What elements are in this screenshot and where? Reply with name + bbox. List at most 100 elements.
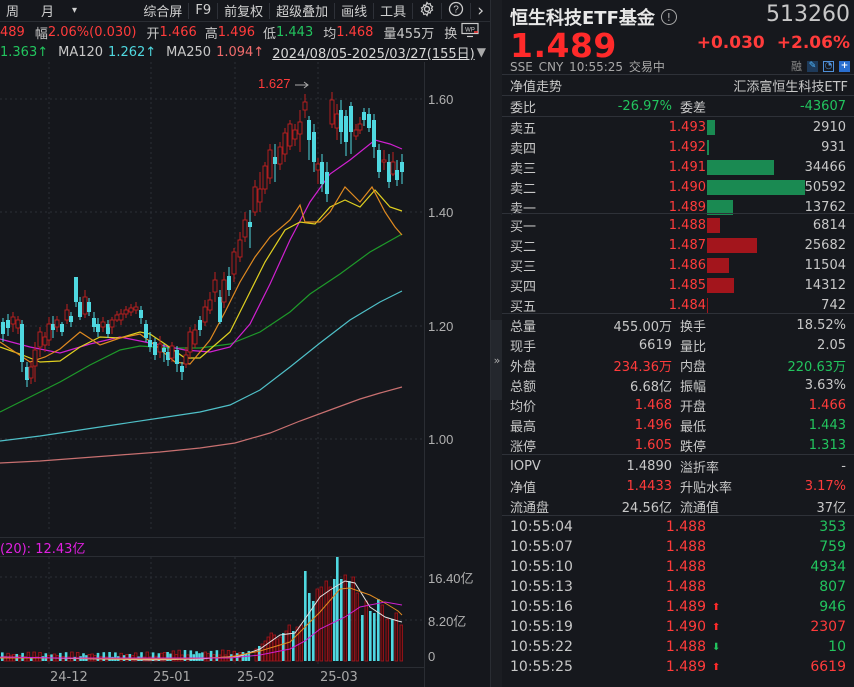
period-more-dropdown[interactable]: ▾ bbox=[68, 5, 81, 16]
gear-icon[interactable] bbox=[415, 1, 439, 21]
bid-volume: 6814 bbox=[813, 218, 846, 233]
ma250-label: MA250 bbox=[166, 45, 211, 60]
toolbar-f9[interactable]: F9 bbox=[191, 3, 215, 18]
bid-level-row[interactable]: 买五 1.484 742 bbox=[502, 295, 854, 315]
ask-volume: 931 bbox=[821, 140, 846, 155]
help-icon[interactable]: ? bbox=[444, 1, 468, 21]
bid-level-label: 买四 bbox=[510, 276, 536, 295]
panel-splitter[interactable]: » bbox=[490, 0, 502, 687]
moving-average-row: 1.363↑ MA120 1.262↑ MA250 1.094↑ 2024/08… bbox=[0, 42, 490, 62]
bid-price: 1.488 bbox=[669, 218, 706, 233]
toolbar-composite-screen[interactable]: 综合屏 bbox=[139, 1, 186, 20]
volume-chart[interactable]: 16.40亿 8.20亿 0 bbox=[0, 557, 490, 667]
y-tick-1-20: 1.20 bbox=[428, 319, 453, 334]
bid-level-row[interactable]: 买一 1.488 6814 bbox=[502, 215, 854, 235]
open-value: 1.466 bbox=[160, 25, 197, 40]
arrow-down-icon: ⬇ bbox=[712, 642, 720, 653]
info-icon[interactable]: ! bbox=[661, 9, 677, 25]
tick-price: 1.490 bbox=[666, 619, 706, 635]
chevron-right-icon[interactable]: › bbox=[473, 1, 490, 21]
tick-volume: 10 bbox=[828, 639, 846, 655]
ask-level-label: 卖二 bbox=[510, 178, 536, 197]
tick-time: 10:55:13 bbox=[510, 579, 573, 595]
toolbar-tools[interactable]: 工具 bbox=[376, 1, 410, 20]
tick-price: 1.488 bbox=[666, 559, 706, 575]
wp-monitor-icon[interactable]: WP bbox=[461, 22, 479, 42]
market-status: SSE CNY 10:55:25 交易中 bbox=[510, 58, 665, 75]
price-change: +0.030 +2.06% bbox=[697, 33, 850, 53]
period-month-button[interactable]: 月 bbox=[37, 1, 58, 20]
stat-label: 外盘 bbox=[510, 356, 536, 375]
bid-volume-bar bbox=[707, 298, 708, 313]
stat-label: 溢折率 bbox=[680, 457, 719, 476]
toolbar-super-overlay[interactable]: 超级叠加 bbox=[272, 1, 332, 20]
edit-icon[interactable]: ✎ bbox=[807, 61, 818, 72]
date-range-dropdown-icon[interactable]: ▼ bbox=[477, 45, 486, 59]
stat-row: 总量 455.00万 换手 18.52% bbox=[502, 315, 854, 335]
ask-level-row[interactable]: 卖二 1.490 50592 bbox=[502, 177, 854, 197]
stat-label: 量比 bbox=[680, 336, 706, 355]
ask-level-row[interactable]: 卖三 1.491 34466 bbox=[502, 157, 854, 177]
bid-volume-bar bbox=[707, 258, 729, 273]
divider bbox=[502, 454, 854, 455]
ask-level-label: 卖四 bbox=[510, 138, 536, 157]
high-label: 高 bbox=[205, 23, 218, 42]
ask-volume-bar bbox=[707, 140, 709, 155]
quote-actions: 融 ✎ ◔ + bbox=[791, 58, 850, 74]
tick-time: 10:55:19 bbox=[510, 619, 573, 635]
toolbar-forward-adjust[interactable]: 前复权 bbox=[220, 1, 267, 20]
volume-ma20-value: (20): 12.43亿 bbox=[0, 538, 85, 557]
x-tick-25-03: 25-03 bbox=[320, 670, 358, 685]
turnover-label: 换 bbox=[444, 23, 457, 42]
stat-row: 现手 6619 量比 2.05 bbox=[502, 335, 854, 355]
price-candlestick-chart[interactable]: 1.627 1.60 1.40 1.20 1.00 bbox=[0, 62, 490, 532]
nav-trend-link[interactable]: 净值走势 bbox=[510, 76, 562, 95]
stat-value: 1.4433 bbox=[627, 479, 673, 494]
tick-price: 1.488 bbox=[666, 639, 706, 655]
ask-level-label: 卖五 bbox=[510, 118, 536, 137]
bid-level-row[interactable]: 买二 1.487 25682 bbox=[502, 235, 854, 255]
stat-value: 1.605 bbox=[635, 438, 672, 453]
weicha-value: -43607 bbox=[800, 99, 846, 114]
tick-volume: 946 bbox=[819, 599, 846, 615]
weibi-value: -26.97% bbox=[618, 99, 672, 114]
nav-trend-row[interactable]: 净值走势 汇添富恒生科技ETF bbox=[502, 75, 854, 95]
bid-price: 1.484 bbox=[669, 298, 706, 313]
kline-chart-area[interactable]: 周 月 ▾ 综合屏 F9 前复权 超级叠加 画线 工具 ? › 489 幅 2.… bbox=[0, 0, 490, 687]
stat-row: 流通盘 24.56亿 流通值 37亿 bbox=[502, 496, 854, 516]
bid-level-row[interactable]: 买四 1.485 14312 bbox=[502, 275, 854, 295]
add-watchlist-icon[interactable]: + bbox=[839, 61, 850, 72]
x-tick-24-12: 24-12 bbox=[50, 670, 88, 685]
period-week-button[interactable]: 周 bbox=[0, 1, 23, 20]
divider bbox=[502, 213, 854, 214]
svg-text:?: ? bbox=[453, 4, 459, 15]
stat-value: 1.496 bbox=[635, 418, 672, 433]
stat-label: 流通盘 bbox=[510, 497, 549, 516]
ask-level-row[interactable]: 卖五 1.493 2910 bbox=[502, 117, 854, 137]
bid-level-row[interactable]: 买三 1.486 11504 bbox=[502, 255, 854, 275]
ask-volume: 34466 bbox=[805, 160, 846, 175]
stat-value: 1.468 bbox=[635, 398, 672, 413]
tick-volume: 353 bbox=[819, 519, 846, 535]
stat-value: 3.17% bbox=[805, 479, 846, 494]
ask-level-row[interactable]: 卖一 1.489 13762 bbox=[502, 197, 854, 217]
bid-level-label: 买三 bbox=[510, 256, 536, 275]
arrow-up-icon: ⬆ bbox=[712, 602, 720, 613]
order-ratio-row: 委比 -26.97% 委差 -43607 bbox=[502, 96, 854, 116]
stat-row: 外盘 234.36万 内盘 220.63万 bbox=[502, 355, 854, 375]
divider bbox=[502, 515, 854, 516]
tick-row: 10:55:16 1.489 ⬆ 946 bbox=[502, 597, 854, 617]
toolbar-draw-line[interactable]: 画线 bbox=[337, 1, 371, 20]
vol-tick-0: 0 bbox=[428, 649, 435, 664]
tick-price: 1.489 bbox=[666, 599, 706, 615]
stat-label: 跌停 bbox=[680, 436, 706, 455]
ask-level-row[interactable]: 卖四 1.492 931 bbox=[502, 137, 854, 157]
arrow-up-icon: ⬆ bbox=[712, 662, 720, 673]
tick-row: 10:55:04 1.488 353 bbox=[502, 517, 854, 537]
x-tick-25-01: 25-01 bbox=[153, 670, 191, 685]
weicha-label: 委差 bbox=[680, 97, 706, 116]
date-range-selector[interactable]: 2024/08/05-2025/03/27(155日) bbox=[272, 43, 475, 62]
alert-bell-icon[interactable]: ◔ bbox=[823, 61, 834, 72]
bid-volume: 742 bbox=[821, 298, 846, 313]
ask-price: 1.492 bbox=[669, 140, 706, 155]
